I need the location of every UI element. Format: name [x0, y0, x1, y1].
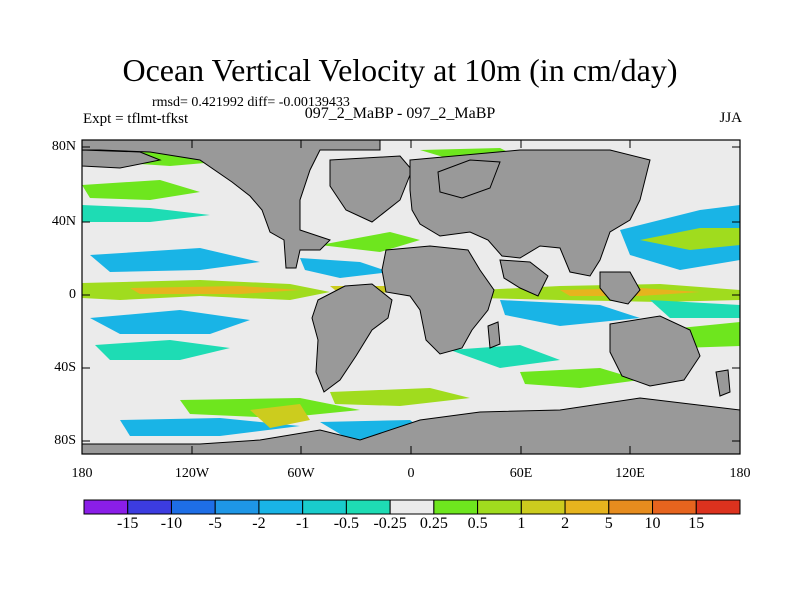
- colorbar-box: [258, 499, 304, 515]
- southern-indian-band: [450, 345, 560, 368]
- colorbar-box: [608, 499, 654, 515]
- colorbar-label: 15: [688, 515, 705, 532]
- lon-label-60e: 60E: [509, 466, 533, 481]
- colorbar-box: [127, 499, 172, 515]
- lon-ticks: [191, 140, 631, 454]
- land-south-america: [311, 283, 393, 393]
- colorbar-label: -10: [160, 515, 183, 532]
- colorbar-label: 5: [604, 515, 613, 532]
- north-pacific-down-band: [90, 248, 260, 272]
- colorbar-box: [389, 499, 435, 515]
- east-pacific-up-patch: [250, 404, 310, 428]
- colorbar-label: 10: [644, 515, 661, 532]
- lat-label-80n: 80N: [51, 139, 76, 154]
- season-label: JJA: [719, 110, 742, 126]
- indian-down-band: [500, 300, 640, 326]
- lat-label-40s: 40S: [54, 360, 76, 375]
- colorbar-box: [477, 499, 522, 515]
- colorbar-box: [433, 499, 479, 515]
- colorbar-box: [170, 499, 216, 515]
- land-australia: [609, 315, 701, 387]
- land-alaska-peninsula: [82, 149, 162, 169]
- colorbar-label: 0.25: [419, 515, 448, 532]
- colorbar-label: -5: [208, 515, 222, 532]
- colorbar-label: 1: [517, 515, 526, 532]
- land-north-america: [82, 140, 381, 269]
- north-pacific-down-band-2: [82, 205, 210, 222]
- colorbar-label: 0.5: [467, 515, 488, 532]
- velocity-field: [82, 146, 740, 440]
- land-southeast-asia: [599, 271, 641, 305]
- land-antarctica: [82, 397, 740, 454]
- colorbar: [83, 499, 741, 515]
- colorbar-box: [214, 499, 260, 515]
- colorbar-box: [83, 499, 129, 515]
- south-pacific-down-band: [90, 310, 250, 334]
- colorbar-label: -1: [295, 515, 310, 532]
- lon-label-180e: 180: [729, 466, 751, 481]
- equatorial-band-core: [130, 286, 300, 294]
- north-pacific-up-band: [82, 180, 200, 200]
- land-madagascar: [487, 321, 501, 349]
- colorbar-box: [695, 499, 741, 515]
- southern-ocean-down-band: [120, 418, 300, 436]
- lon-label-0: 0: [407, 466, 415, 481]
- land-greenland: [329, 155, 413, 223]
- colorbar-box: [564, 499, 610, 515]
- southwest-pacific-down-band: [650, 300, 740, 318]
- southern-ocean-up-band-2: [330, 388, 470, 406]
- lon-label-180w: 180: [71, 466, 93, 481]
- lon-label-120w: 120W: [174, 466, 210, 481]
- stats-line: rmsd= 0.421992 diff= -0.00139433: [152, 95, 350, 110]
- land-arabia-india: [499, 259, 549, 297]
- colorbar-label: -0.25: [373, 515, 407, 532]
- expt-label: Expt = tflmt-tfkst: [83, 111, 189, 127]
- lat-label-0: 0: [69, 287, 76, 302]
- lat-label-80s: 80S: [54, 433, 76, 448]
- land-new-zealand: [715, 369, 731, 397]
- north-atlantic-up-band: [320, 232, 420, 252]
- land-masses: [82, 140, 740, 454]
- colorbar-label: 2: [561, 515, 570, 532]
- lon-label-60w: 60W: [287, 466, 315, 481]
- west-pacific-up-band: [640, 228, 740, 250]
- southern-indian-up-band: [520, 368, 640, 388]
- map-title: Ocean Vertical Velocity at 10m (in cm/da…: [122, 52, 678, 88]
- colorbar-box: [345, 499, 391, 515]
- map-subtitle: 097_2_MaBP - 097_2_MaBP: [304, 105, 496, 122]
- lat-label-40n: 40N: [51, 214, 76, 229]
- south-pacific-down-band-2: [95, 340, 230, 360]
- colorbar-label: -0.5: [333, 515, 360, 532]
- colorbar-box: [652, 499, 697, 515]
- land-africa: [381, 245, 495, 355]
- lat-ticks: [82, 146, 740, 442]
- colorbar-box: [520, 499, 566, 515]
- colorbar-box: [302, 499, 347, 515]
- atlantic-down-band: [300, 258, 390, 278]
- lon-label-120e: 120E: [615, 466, 645, 481]
- colorbar-label: -15: [117, 515, 139, 532]
- land-scandinavia: [437, 159, 501, 199]
- colorbar-label: -2: [252, 515, 266, 532]
